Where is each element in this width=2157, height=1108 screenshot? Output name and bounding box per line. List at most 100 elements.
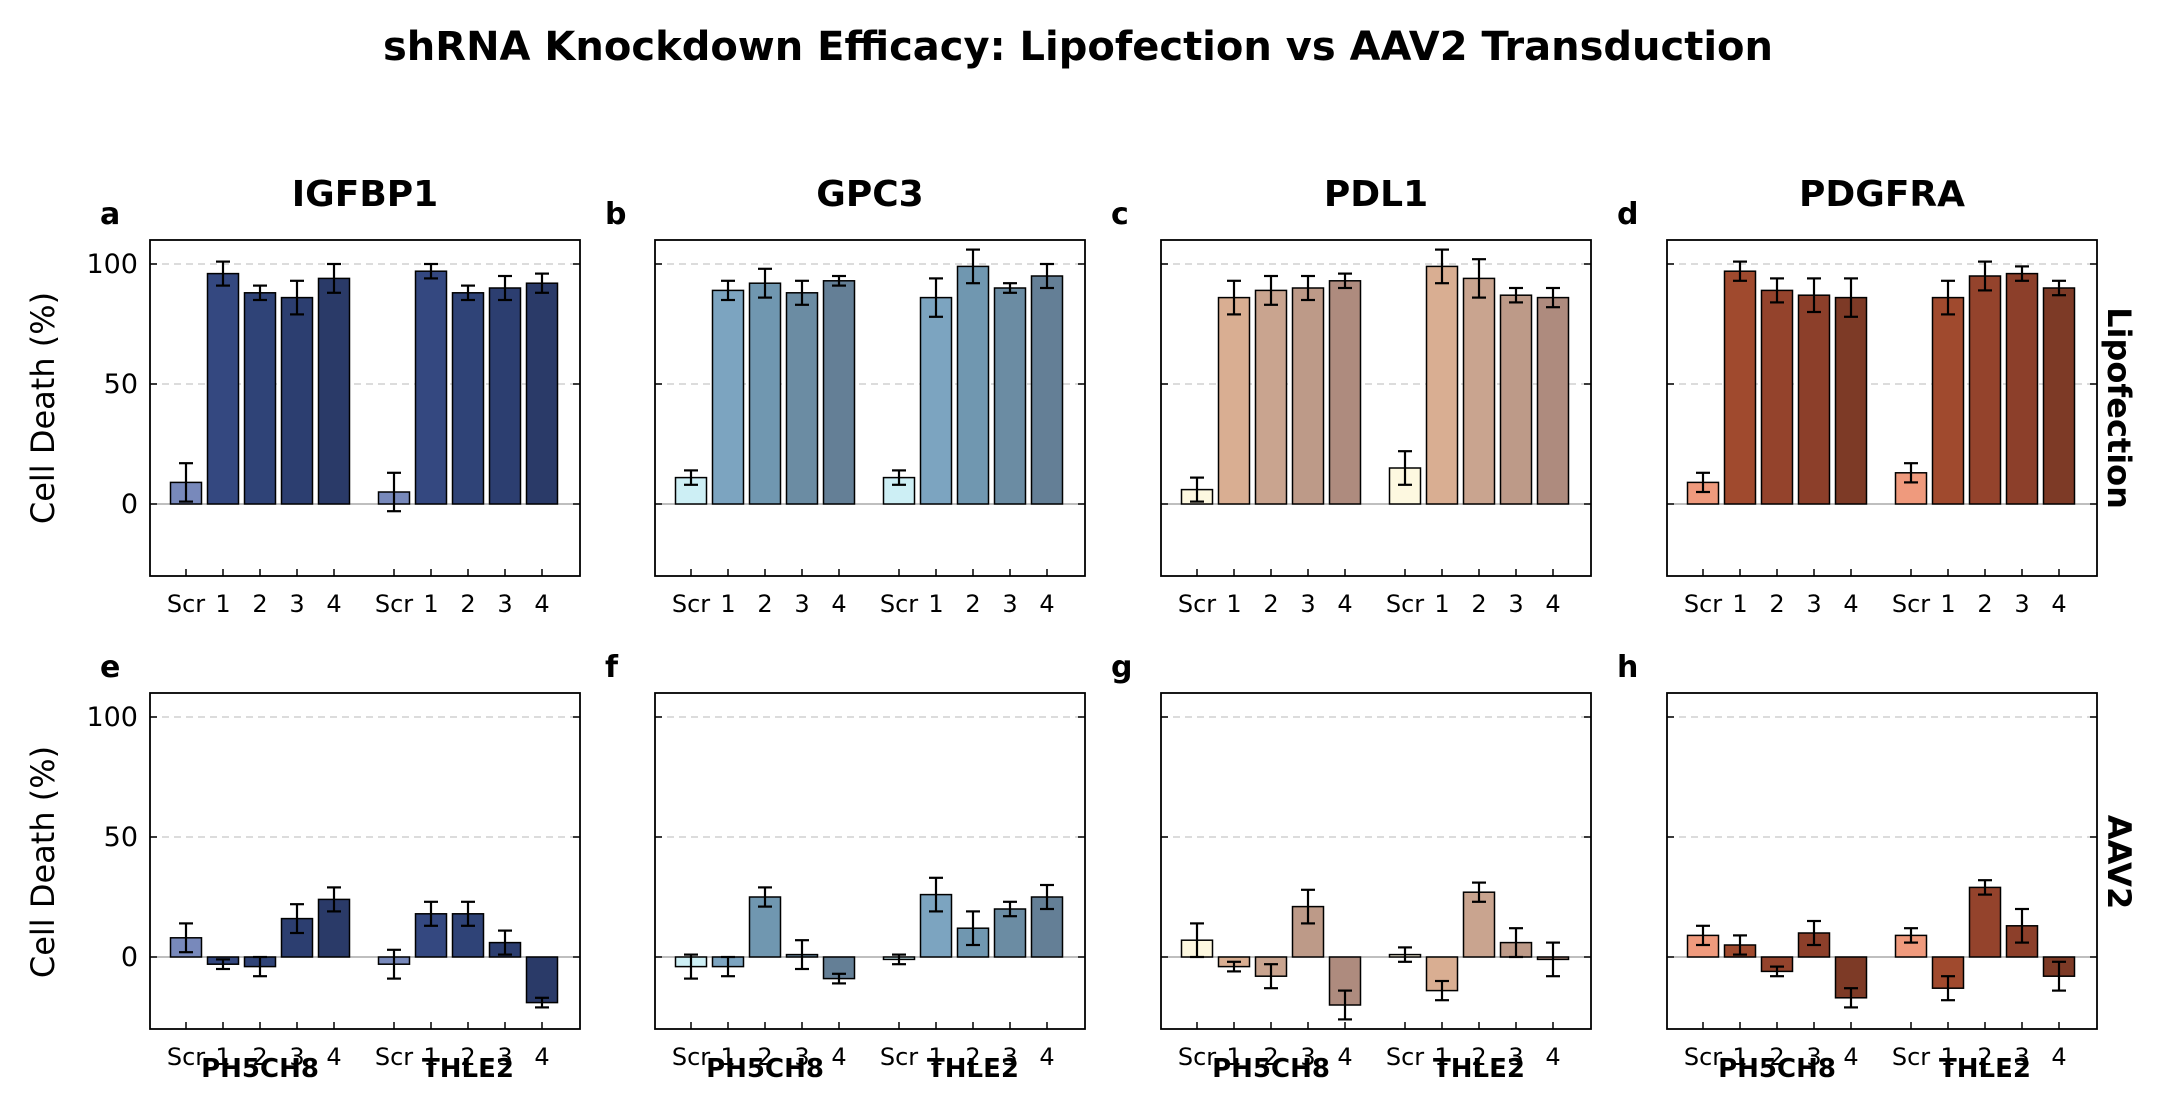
2 <box>451 292 485 505</box>
x-tick-label: 3 <box>794 590 809 618</box>
x-tick-label: Scr <box>167 1043 205 1071</box>
x-tick-label: 4 <box>1337 590 1352 618</box>
1 <box>1931 296 1965 505</box>
x-tick-label: Scr <box>1386 590 1424 618</box>
x-tick-label: 4 <box>534 1043 549 1071</box>
2 <box>1462 277 1496 505</box>
x-tick-label: 1 <box>1226 590 1241 618</box>
x-tick-label: 4 <box>1545 590 1560 618</box>
x-tick-label: 1 <box>1940 590 1955 618</box>
axes-frame <box>1666 692 2098 1030</box>
x-tick-label: 2 <box>965 1043 980 1071</box>
3 <box>1291 287 1325 505</box>
x-tick-label: 1 <box>928 1043 943 1071</box>
2 <box>956 265 990 505</box>
x-tick-label: Scr <box>1178 1043 1216 1071</box>
panel-letter: a <box>100 197 120 232</box>
x-tick-label: 4 <box>2051 1043 2066 1071</box>
x-tick-label: 3 <box>1002 590 1017 618</box>
x-tick-label: 3 <box>289 590 304 618</box>
panel-title: IGFBP1 <box>292 174 438 215</box>
x-tick-label: 4 <box>831 590 846 618</box>
x-tick-label: Scr <box>167 590 205 618</box>
x-tick-label: Scr <box>1684 1043 1722 1071</box>
y-axis-label-row1: Cell Death (%) <box>24 292 62 524</box>
3 <box>488 287 522 505</box>
x-tick-label: 1 <box>215 1043 230 1071</box>
x-tick-label: 4 <box>534 590 549 618</box>
x-tick-label: 1 <box>928 590 943 618</box>
x-tick-label: 1 <box>720 1043 735 1071</box>
x-tick-label: 2 <box>252 590 267 618</box>
panel-b: Scr 1 2 3 4 Scr 1 2 3 4b GPC3 <box>605 174 1086 618</box>
x-tick-label: 4 <box>1545 1043 1560 1071</box>
x-tick-label: 2 <box>460 590 475 618</box>
3 <box>1797 294 1831 505</box>
x-tick-label: 4 <box>2051 590 2066 618</box>
x-tick-label: 1 <box>1434 1043 1449 1071</box>
1 <box>1723 270 1757 505</box>
3 <box>280 296 314 505</box>
figure-title: shRNA Knockdown Efficacy: Lipofection vs… <box>383 24 1773 70</box>
panel-letter: e <box>100 650 120 685</box>
1 <box>1217 296 1251 505</box>
x-tick-label: Scr <box>880 1043 918 1071</box>
x-tick-label: 3 <box>1508 590 1523 618</box>
x-tick-label: 1 <box>1226 1043 1241 1071</box>
x-tick-label: 2 <box>1977 590 1992 618</box>
x-tick-label: 4 <box>831 1043 846 1071</box>
x-tick-label: 2 <box>252 1043 267 1071</box>
panel-c: Scr 1 2 3 4 Scr 1 2 3 4c PDL1 <box>1111 174 1592 618</box>
y-axis-label-row2: Cell Death (%) <box>24 746 62 978</box>
x-tick-label: 1 <box>1732 1043 1747 1071</box>
3 <box>1499 294 1533 505</box>
x-tick-label: 2 <box>1263 590 1278 618</box>
x-tick-label: 3 <box>2014 590 2029 618</box>
x-tick-label: 2 <box>1769 1043 1784 1071</box>
axes-frame <box>1160 692 1592 1030</box>
x-tick-label: 3 <box>1300 590 1315 618</box>
x-tick-label: 3 <box>1002 1043 1017 1071</box>
y-tick-label: 100 <box>86 702 138 733</box>
x-tick-label: 2 <box>757 590 772 618</box>
panel-letter: d <box>1617 197 1638 232</box>
4 <box>1536 296 1570 505</box>
x-tick-label: Scr <box>672 590 710 618</box>
y-tick-label: 0 <box>121 489 138 520</box>
axes-frame <box>654 692 1086 1030</box>
group-label: PH5CH8 <box>1212 1054 1330 1084</box>
x-tick-label: 1 <box>423 590 438 618</box>
4 <box>317 277 351 505</box>
axes-frame <box>149 692 581 1030</box>
4 <box>525 956 559 1004</box>
x-tick-label: 4 <box>1843 590 1858 618</box>
x-tick-label: 2 <box>1471 1043 1486 1071</box>
x-tick-label: 1 <box>423 1043 438 1071</box>
x-tick-label: 1 <box>1940 1043 1955 1071</box>
panel-d: Scr 1 2 3 4 Scr 1 2 3 4d PDGFRA <box>1617 174 2098 618</box>
y-tick-label: 50 <box>104 822 138 853</box>
x-tick-label: 3 <box>497 590 512 618</box>
x-tick-label: 1 <box>1434 590 1449 618</box>
x-tick-label: 4 <box>1843 1043 1858 1071</box>
3 <box>785 292 819 505</box>
row-label-aav2: AAV2 <box>2100 815 2138 909</box>
x-tick-label: 4 <box>326 590 341 618</box>
3 <box>993 287 1027 505</box>
x-tick-label: 4 <box>1039 1043 1054 1071</box>
x-tick-label: 4 <box>1337 1043 1352 1071</box>
x-tick-label: 2 <box>1471 590 1486 618</box>
y-tick-label: 50 <box>104 369 138 400</box>
panel-letter: h <box>1617 650 1638 685</box>
2 <box>1760 289 1794 505</box>
2 <box>243 292 277 505</box>
2 <box>1462 891 1496 958</box>
x-tick-label: 1 <box>215 590 230 618</box>
group-label: PH5CH8 <box>1718 1054 1836 1084</box>
x-tick-label: 1 <box>720 590 735 618</box>
y-tick-label: 100 <box>86 249 138 280</box>
group-label: PH5CH8 <box>706 1054 824 1084</box>
3 <box>2005 272 2039 505</box>
